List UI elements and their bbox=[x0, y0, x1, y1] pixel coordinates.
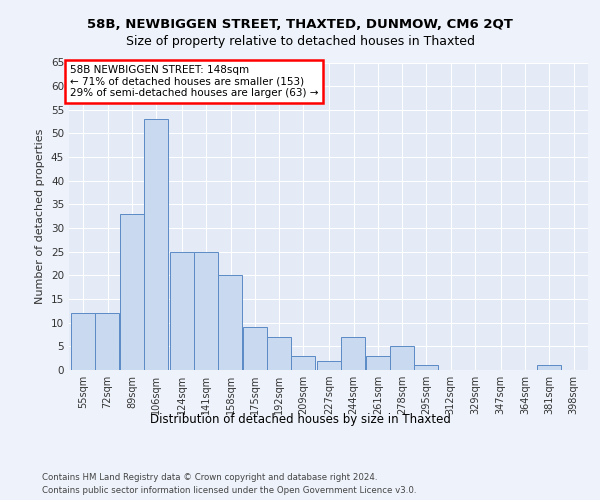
Text: Size of property relative to detached houses in Thaxted: Size of property relative to detached ho… bbox=[125, 35, 475, 48]
Bar bbox=[267, 337, 291, 370]
Bar bbox=[194, 252, 218, 370]
Bar bbox=[95, 313, 119, 370]
Text: 58B, NEWBIGGEN STREET, THAXTED, DUNMOW, CM6 2QT: 58B, NEWBIGGEN STREET, THAXTED, DUNMOW, … bbox=[87, 18, 513, 30]
Bar bbox=[170, 252, 194, 370]
Text: Contains HM Land Registry data © Crown copyright and database right 2024.: Contains HM Land Registry data © Crown c… bbox=[42, 472, 377, 482]
Bar bbox=[243, 328, 266, 370]
Bar bbox=[390, 346, 414, 370]
Bar bbox=[537, 366, 561, 370]
Bar bbox=[365, 356, 389, 370]
Bar bbox=[341, 337, 365, 370]
Bar bbox=[120, 214, 143, 370]
Text: 58B NEWBIGGEN STREET: 148sqm
← 71% of detached houses are smaller (153)
29% of s: 58B NEWBIGGEN STREET: 148sqm ← 71% of de… bbox=[70, 65, 318, 98]
Y-axis label: Number of detached properties: Number of detached properties bbox=[35, 128, 46, 304]
Text: Distribution of detached houses by size in Thaxted: Distribution of detached houses by size … bbox=[149, 412, 451, 426]
Bar bbox=[292, 356, 315, 370]
Bar bbox=[414, 366, 438, 370]
Bar bbox=[71, 313, 95, 370]
Bar bbox=[317, 360, 341, 370]
Bar bbox=[218, 276, 242, 370]
Bar bbox=[144, 120, 168, 370]
Text: Contains public sector information licensed under the Open Government Licence v3: Contains public sector information licen… bbox=[42, 486, 416, 495]
